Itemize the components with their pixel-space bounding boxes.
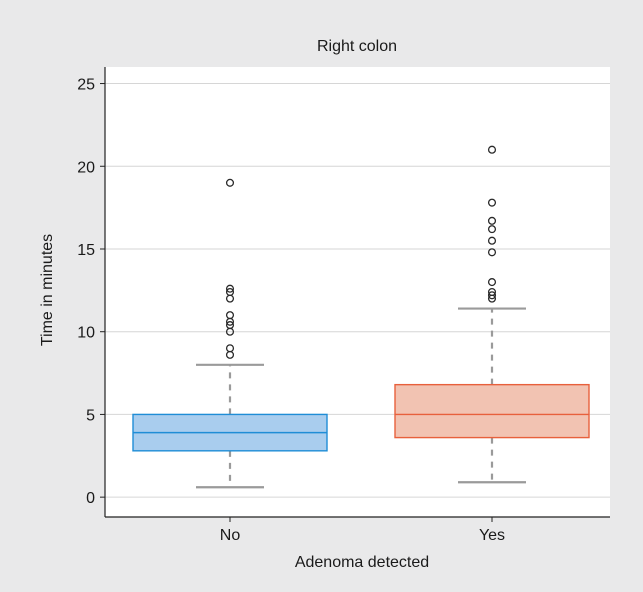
boxes [132,145,590,489]
grid-lines [105,83,610,498]
outlier-point [225,344,235,353]
y-tick-label: 10 [77,325,95,342]
outlier-point [487,278,497,287]
x-axis-title: Adenoma detected [295,554,429,571]
box-yes [394,145,590,484]
y-tick-label: 0 [86,490,95,507]
outlier-point [487,225,497,234]
outlier-point [487,291,497,300]
y-tick-label: 20 [77,159,95,176]
box-no [132,178,328,489]
y-ticks: 0 5 10 15 20 25 [77,77,105,507]
outlier-point [487,216,497,225]
x-tick-label: No [220,527,241,544]
outlier-point [487,145,497,154]
outlier-point [487,236,497,245]
outlier-point [487,287,497,297]
x-ticks: No Yes [220,517,505,544]
x-tick-label: Yes [479,527,505,544]
y-axis-title: Time in minutes [39,234,56,346]
outlier-point [225,178,235,187]
iqr-box [394,383,590,439]
outlier-point [225,284,235,293]
y-tick-label: 25 [77,77,95,94]
outlier-point [487,198,497,207]
y-tick-label: 5 [86,407,95,424]
outlier-point [487,248,497,257]
outlier-point [225,287,235,297]
outlier-point [225,321,235,330]
y-tick-label: 15 [77,242,95,259]
chart-title: Right colon [317,38,397,55]
outlier-point [225,311,235,320]
